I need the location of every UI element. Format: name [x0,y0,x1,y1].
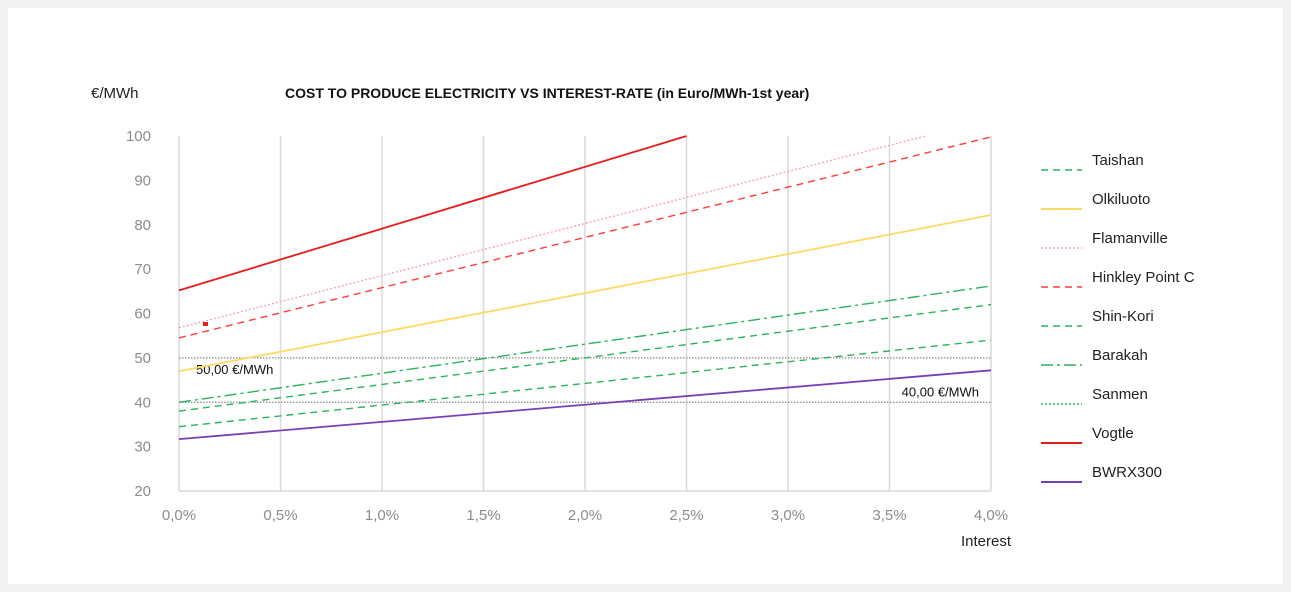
grid-lines [178,136,992,492]
series-line-taishan [178,339,992,428]
y-tick-0: 20 [134,483,151,500]
x-tick-7: 3,5% [872,507,906,524]
legend-label-olkiluoto: Olkiluoto [1092,191,1150,208]
legend-label-taishan: Taishan [1092,152,1144,169]
x-axis-label: Interest [961,533,1012,550]
y-tick-4: 60 [134,306,151,323]
chart-title: COST TO PRODUCE ELECTRICITY VS INTEREST-… [285,85,809,101]
legend: Taishan Olkiluoto Flamanville Hinkley Point… [1041,152,1195,483]
reference-label-1: 40,00 €/MWh [902,384,979,399]
reference-label-0: 50,00 €/MWh [196,362,273,377]
legend-label-sanmen: Sanmen [1092,386,1148,403]
reference-lines: 50,00 €/MWh 40,00 €/MWh [179,357,991,403]
x-tick-2: 1,0% [365,507,399,524]
x-tick-8: 4,0% [974,507,1008,524]
x-tick-5: 2,5% [669,507,703,524]
x-tick-6: 3,0% [771,507,805,524]
y-tick-labels: 20 30 40 50 60 70 80 90 100 [126,128,151,500]
x-tick-3: 1,5% [466,507,500,524]
y-tick-2: 40 [134,394,151,411]
series-line-shin-kori [178,303,992,412]
x-tick-4: 2,0% [568,507,602,524]
series-line-barakah [178,285,992,403]
x-tick-0: 0,0% [162,507,196,524]
red-marker [203,322,208,326]
legend-label-hinkley-point-c: Hinkley Point C [1092,269,1195,286]
series-line-olkiluoto [178,214,992,373]
series-lines [178,135,992,440]
y-tick-8: 100 [126,128,151,145]
legend-label-bwrx300: BWRX300 [1092,464,1162,481]
chart-svg: €/MWh COST TO PRODUCE ELECTRICITY VS INT… [91,85,1195,550]
y-tick-6: 80 [134,217,151,234]
legend-label-barakah: Barakah [1092,347,1148,364]
series-line-hinkley-point-c [178,136,992,339]
x-tick-1: 0,5% [263,507,297,524]
series-line-vogtle [178,135,687,292]
series-line-bwrx300 [178,369,992,440]
y-tick-3: 50 [134,350,151,367]
y-axis-label: €/MWh [91,85,139,102]
legend-label-vogtle: Vogtle [1092,425,1134,442]
legend-label-shin-kori: Shin-Kori [1092,308,1154,325]
y-tick-7: 90 [134,172,151,189]
y-tick-5: 70 [134,261,151,278]
chart-frame: €/MWh COST TO PRODUCE ELECTRICITY VS INT… [8,8,1283,584]
y-tick-1: 30 [134,439,151,456]
series-line-flamanville [178,135,927,329]
legend-label-flamanville: Flamanville [1092,230,1168,247]
x-tick-labels: 0,0% 0,5% 1,0% 1,5% 2,0% 2,5% 3,0% 3,5% 4,0% [162,507,1008,524]
